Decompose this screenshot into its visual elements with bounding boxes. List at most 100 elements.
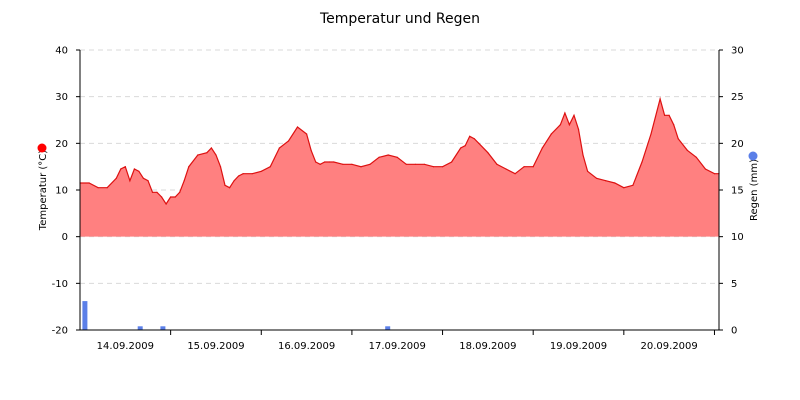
temperature-point: [577, 128, 580, 130]
temperature-point: [251, 173, 253, 175]
temperature-point: [514, 173, 516, 175]
temperature-point: [129, 180, 131, 182]
y-left-axis-label: Temperatur (°C): [38, 150, 49, 231]
temperature-point: [133, 168, 135, 170]
temperature-point: [242, 173, 244, 175]
temperature-point: [174, 196, 176, 198]
temperature-point: [215, 154, 217, 156]
temperature-point: [396, 156, 398, 158]
rain-legend-marker: [748, 151, 758, 161]
temperature-point: [587, 170, 589, 172]
temperature-point: [333, 161, 335, 163]
temperature-area: [80, 99, 719, 237]
temperature-point: [550, 133, 552, 135]
temperature-point: [460, 147, 462, 149]
temperature-point: [97, 187, 99, 189]
temperature-point: [88, 182, 90, 184]
temperature-point: [260, 170, 262, 172]
temperature-point: [414, 163, 416, 165]
temperature-point: [405, 163, 407, 165]
temperature-point: [319, 163, 321, 165]
temperature-point: [224, 184, 226, 186]
temperature-point: [124, 166, 126, 168]
temperature-point: [623, 187, 625, 189]
temperature-point: [206, 152, 208, 154]
temperature-point: [704, 168, 707, 170]
temperature-point: [713, 173, 716, 175]
temperature-point: [310, 149, 312, 151]
temperature-point: [165, 203, 167, 205]
temperature-point: [328, 161, 330, 163]
temperature-point: [170, 196, 172, 198]
x-tick-label: 20.09.2009: [641, 341, 698, 352]
y-left-tick-label: -20: [52, 326, 68, 337]
rain-bar: [385, 326, 391, 330]
temperature-point: [596, 177, 598, 179]
temperature-point: [695, 156, 697, 158]
y-right-tick-label: 20: [731, 139, 744, 150]
temperature-point: [650, 133, 652, 135]
temperature-point: [673, 124, 675, 126]
temperature-point: [659, 98, 661, 100]
temperature-point: [605, 180, 607, 182]
temperature-point: [496, 163, 498, 165]
temperature-point: [142, 177, 144, 179]
y-left-tick-label: 20: [55, 139, 68, 150]
temperature-point: [478, 142, 480, 144]
temperature-point: [532, 166, 534, 168]
temperature-point: [378, 156, 380, 158]
temperature-point: [464, 145, 466, 147]
temperature-point: [138, 170, 140, 172]
temperature-point: [324, 161, 326, 163]
temperature-point: [238, 175, 240, 177]
y-left-tick-label: 10: [55, 186, 68, 197]
temperature-point: [614, 182, 616, 184]
rain-bar: [160, 326, 166, 330]
temperature-point: [632, 184, 634, 186]
x-tick-label: 17.09.2009: [369, 341, 426, 352]
temperature-legend-marker: [37, 143, 47, 153]
x-tick-label: 16.09.2009: [278, 341, 335, 352]
y-right-tick-label: 0: [731, 326, 737, 337]
temperature-point: [641, 161, 643, 163]
temperature-point: [686, 149, 688, 151]
chart-title: Temperatur und Regen: [319, 11, 480, 27]
temperature-point: [120, 168, 122, 170]
temperature-point: [568, 124, 571, 126]
temperature-point: [469, 135, 471, 137]
temperature-point: [315, 161, 317, 163]
temperature-point: [541, 147, 543, 149]
temperature-point: [278, 147, 280, 149]
temperature-point: [197, 154, 199, 156]
temperature-point: [442, 166, 444, 168]
temperature-point: [151, 191, 154, 193]
temperature-point: [269, 166, 271, 168]
x-tick-label: 18.09.2009: [459, 341, 516, 352]
temperature-point: [351, 163, 353, 165]
temperature-point: [523, 166, 525, 168]
temperature-point: [582, 154, 584, 156]
temperature-point: [505, 168, 507, 170]
rain-bar: [82, 301, 88, 330]
temperature-point: [487, 152, 489, 154]
x-tick-label: 15.09.2009: [187, 341, 244, 352]
y-right-tick-label: 10: [731, 232, 744, 243]
temperature-point: [147, 180, 149, 182]
temperature-point: [106, 187, 108, 189]
y-left-tick-label: -10: [52, 279, 68, 290]
temperature-point: [161, 196, 163, 198]
temperature-point: [188, 166, 190, 168]
temperature-point: [296, 126, 299, 128]
temperature-point: [432, 166, 435, 168]
temperature-point: [115, 177, 117, 179]
temperature-point: [423, 163, 425, 165]
temperature-point: [451, 161, 453, 163]
y-left-tick-label: 30: [55, 92, 68, 103]
temperature-point: [306, 133, 308, 135]
temperature-point: [564, 112, 566, 114]
temperature-point: [183, 180, 185, 182]
temperature-point: [664, 114, 666, 116]
y-right-tick-label: 30: [731, 46, 744, 57]
temperature-point: [559, 124, 562, 126]
